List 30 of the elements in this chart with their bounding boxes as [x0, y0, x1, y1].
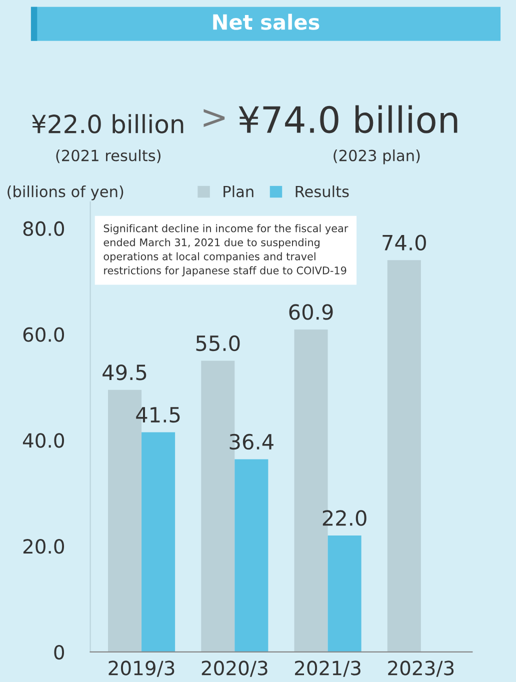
- text: ¥74.0 billion: [238, 105, 458, 134]
- bar: [142, 432, 176, 652]
- annotation: Significant decline in income for the fiscal year ended March 31, 2021 due to suspending operations at local companies and travel restrictions for Japanese staff due to COIVD-19: [104, 224, 348, 276]
- x-tick-label: 2023/3: [388, 660, 454, 677]
- data-label: 55.0: [196, 335, 240, 352]
- chart-title: Net sales: [213, 14, 320, 30]
- x-tick-label: 2019/3: [108, 660, 174, 677]
- text: (2021 results): [56, 149, 160, 164]
- legend-label: Plan: [224, 185, 254, 198]
- y-axis-title: (billions of yen): [8, 185, 124, 200]
- y-tick-label: 80.0: [23, 221, 64, 236]
- text: >: [204, 109, 225, 128]
- bar: [328, 535, 362, 652]
- bar: [387, 260, 421, 652]
- y-tick-label: 60.0: [23, 327, 64, 342]
- text: (2023 plan): [334, 149, 420, 164]
- x-tick-label: 2021/3: [295, 660, 360, 677]
- data-label: 36.4: [230, 434, 274, 450]
- y-tick-label: 0: [54, 644, 64, 660]
- data-label: 41.5: [136, 407, 180, 423]
- y-tick-label: 20.0: [23, 539, 64, 554]
- bar: [234, 459, 268, 652]
- x-tick-label: 2020/3: [202, 660, 268, 677]
- y-tick-label: 40.0: [22, 433, 64, 448]
- data-label: 22.0: [322, 510, 366, 526]
- data-label: 60.9: [289, 304, 333, 320]
- data-label: 74.0: [382, 234, 426, 251]
- data-label: 49.5: [102, 364, 146, 380]
- legend-label: Results: [296, 185, 349, 198]
- text: ¥22.0 billion: [32, 114, 184, 134]
